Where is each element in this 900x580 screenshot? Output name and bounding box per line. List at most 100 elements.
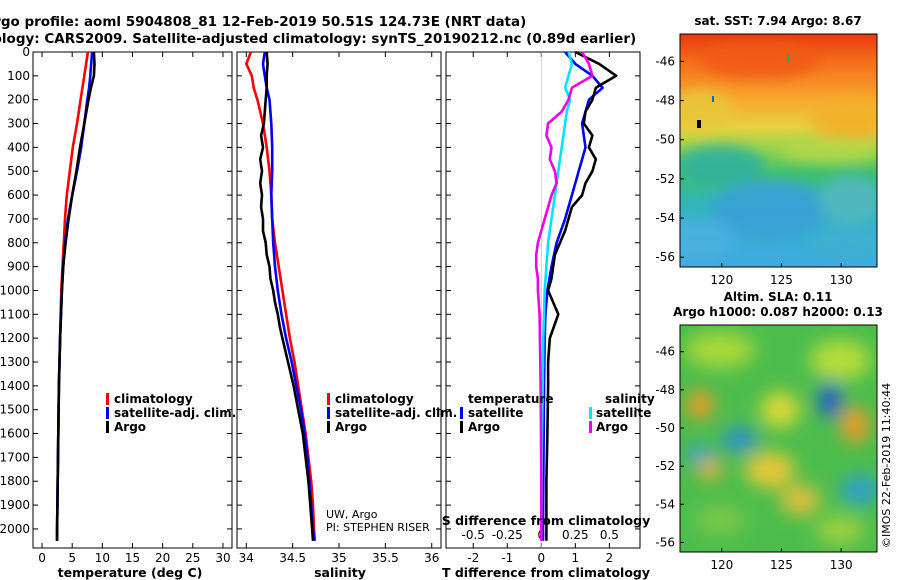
- x-tick-label: 25: [185, 551, 200, 565]
- header-line1: Argo profile: aoml 5904808_81 12-Feb-201…: [0, 14, 526, 30]
- depth-tick-label: 1600: [0, 427, 30, 441]
- legend-label-t-argo: Argo: [468, 420, 500, 434]
- x-tick-label: 15: [125, 551, 140, 565]
- depth-tick-label: 900: [7, 260, 30, 274]
- salinity-frame: [236, 51, 442, 549]
- depth-tick-label: 500: [7, 164, 30, 178]
- map-x-tick-label: 130: [830, 558, 853, 572]
- difference-panel: -2 -1 0 1 2-0.5 -0.25 0 0.25 0.5: [445, 50, 641, 565]
- legend-label-climatology: climatology: [335, 392, 414, 406]
- map-y-tick-label: -54: [655, 497, 675, 511]
- sla-map-title: Altim. SLA: 0.11: [724, 290, 833, 304]
- x-tick-label: -2: [467, 551, 479, 565]
- legend-swatch-t-satellite: [460, 407, 463, 419]
- map-x-tick-label: 130: [830, 273, 853, 287]
- x-tick-label: 34: [239, 551, 254, 565]
- map-x-tick-label: 125: [770, 273, 793, 287]
- legend-label-satellite: satellite-adj. clim.: [335, 406, 457, 420]
- series-line-s-argo: [534, 51, 594, 541]
- x-tick-label: 1: [572, 551, 580, 565]
- salinity-panel: 34 34.5 35 35.5 36: [236, 51, 442, 565]
- series-line-climatology: [245, 51, 317, 541]
- depth-tick-label: 300: [7, 117, 30, 131]
- sst-map-frame: [679, 33, 878, 268]
- x-tick-label: 34.5: [279, 551, 306, 565]
- s-tick-label: -0.25: [492, 528, 523, 542]
- series-line-argo: [55, 51, 96, 541]
- legend-swatch-argo: [106, 421, 109, 433]
- legend-label-satellite: satellite-adj. clim.: [114, 406, 236, 420]
- map-y-tick-label: -48: [655, 94, 675, 108]
- map-y-tick-label: -50: [655, 133, 675, 147]
- legend-swatch-argo: [327, 421, 330, 433]
- map-y-tick-label: -50: [655, 421, 675, 435]
- depth-tick-label: 1400: [0, 379, 30, 393]
- depth-tick-label: 600: [7, 188, 30, 202]
- map-x-tick-label: 120: [710, 273, 733, 287]
- legend-swatch-s-argo: [589, 421, 592, 433]
- map-y-tick-label: -54: [655, 211, 675, 225]
- pi-annotation-1: UW, Argo: [326, 508, 378, 521]
- depth-tick-label: 1800: [0, 474, 30, 488]
- legend-label-s-satellite: satellite: [596, 406, 651, 420]
- depth-tick-label: 1100: [0, 307, 30, 321]
- difference-legend: temperature salinity satellite Argo sate…: [460, 392, 655, 434]
- map-y-tick-label: -46: [655, 54, 675, 68]
- sla-map-frame: [679, 324, 878, 553]
- depth-tick-label: 0: [22, 45, 30, 59]
- x-tick-label: 35.5: [372, 551, 399, 565]
- header-line2: Climatology: CARS2009. Satellite-adjuste…: [0, 31, 636, 47]
- legend-label-argo: Argo: [114, 420, 146, 434]
- sst-map-axes: 120 125 130 -46 -48 -50 -52 -54 -56: [655, 54, 852, 287]
- s-tick-label: 0.5: [600, 528, 619, 542]
- sla-map-image: [680, 325, 877, 552]
- map-y-tick-label: -48: [655, 383, 675, 397]
- s-tick-label: -0.5: [462, 528, 485, 542]
- temperature-frame: [32, 51, 233, 549]
- map-x-tick-label: 120: [710, 558, 733, 572]
- map-y-tick-label: -46: [655, 345, 675, 359]
- depth-tick-label: 2000: [0, 522, 30, 536]
- temperature-xlabel: temperature (deg C): [58, 565, 203, 580]
- sst-map-image: [680, 34, 877, 267]
- tdiff-xlabel: T difference from climatology: [442, 565, 650, 580]
- legend-label-t-satellite: satellite: [468, 406, 523, 420]
- map-y-tick-label: -56: [655, 535, 675, 549]
- depth-tick-label: 1900: [0, 498, 30, 512]
- s-tick-label: 0.25: [562, 528, 589, 542]
- series-line-satellite-adj-clim-: [261, 51, 316, 541]
- legend-label-s-argo: Argo: [596, 420, 628, 434]
- temperature-legend: climatology satellite-adj. clim. Argo: [106, 392, 236, 434]
- x-tick-label: 0: [537, 551, 545, 565]
- x-tick-label: 20: [155, 551, 170, 565]
- depth-tick-label: 400: [7, 140, 30, 154]
- difference-frame: [445, 51, 641, 549]
- legend-title-temperature: temperature: [468, 392, 553, 406]
- sst-map-title: sat. SST: 7.94 Argo: 8.67: [694, 14, 861, 28]
- x-tick-label: 10: [95, 551, 110, 565]
- sdiff-xlabel: S difference from climatology: [442, 513, 651, 528]
- legend-swatch-climatology: [106, 393, 109, 405]
- sla-map-subtitle: Argo h1000: 0.087 h2000: 0.13: [673, 305, 883, 319]
- x-tick-label: 2: [606, 551, 614, 565]
- legend-label-climatology: climatology: [114, 392, 193, 406]
- legend-label-argo: Argo: [335, 420, 367, 434]
- legend-swatch-t-argo: [460, 421, 463, 433]
- depth-tick-label: 1700: [0, 450, 30, 464]
- legend-title-salinity: salinity: [605, 392, 655, 406]
- pi-annotation-2: PI: STEPHEN RISER: [326, 521, 430, 534]
- legend-swatch-s-satellite: [589, 407, 592, 419]
- map-x-tick-label: 125: [770, 558, 793, 572]
- depth-tick-label: 700: [7, 212, 30, 226]
- map-y-tick-label: -52: [655, 459, 675, 473]
- depth-tick-label: 1200: [0, 331, 30, 345]
- map-y-tick-label: -52: [655, 172, 675, 186]
- series-line-t-satellite: [541, 51, 604, 541]
- sla-map-axes: 120 125 130 -46 -48 -50 -52 -54 -56: [655, 345, 852, 572]
- series-line-argo: [258, 51, 315, 541]
- salinity-xlabel: salinity: [314, 565, 366, 580]
- x-tick-label: 5: [68, 551, 76, 565]
- x-tick-label: 35: [331, 551, 346, 565]
- temperature-panel: 0 5 10 15 20 25 30: [32, 51, 233, 565]
